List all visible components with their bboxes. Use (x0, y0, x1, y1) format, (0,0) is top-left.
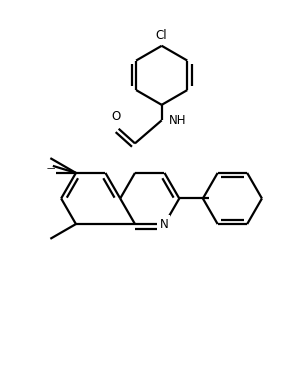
Text: N: N (160, 218, 168, 231)
Text: NH: NH (169, 114, 186, 127)
Text: Cl: Cl (156, 28, 168, 41)
Text: O: O (111, 110, 120, 123)
Text: —: — (47, 164, 55, 173)
